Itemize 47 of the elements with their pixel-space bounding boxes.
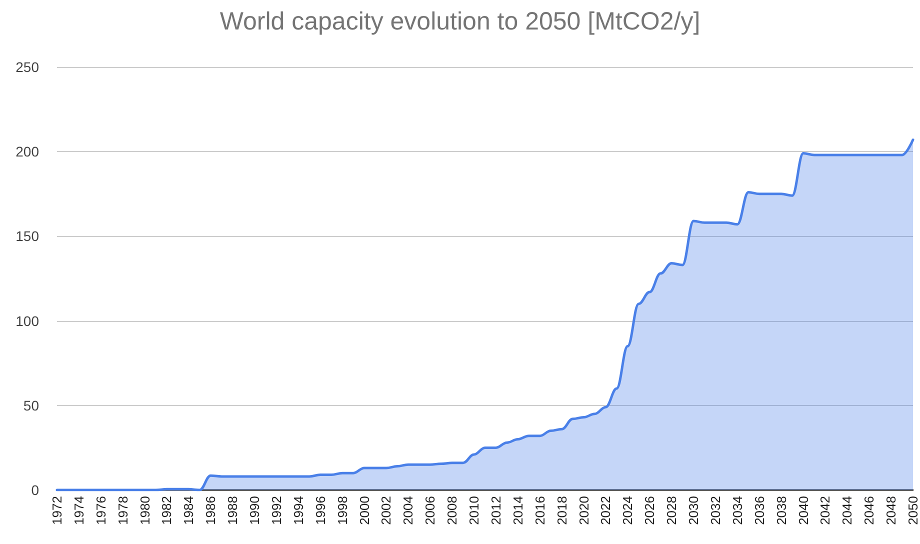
x-tick-label: 2034 (730, 496, 745, 525)
x-tick-label: 1990 (247, 496, 262, 525)
x-tick-label: 2014 (510, 496, 526, 525)
y-tick-label: 150 (16, 228, 40, 244)
x-tick-label: 1988 (225, 496, 240, 525)
x-tick-label: 2012 (488, 496, 504, 525)
y-tick-label: 50 (23, 397, 40, 414)
x-tick-label: 2050 (906, 496, 920, 525)
x-tick-label: 2020 (576, 496, 592, 525)
x-tick-label: 2026 (642, 496, 658, 525)
x-tick-label: 2006 (422, 496, 438, 525)
x-tick-label: 2038 (774, 496, 789, 525)
x-tick-label: 1994 (290, 496, 306, 525)
x-tick-label: 1974 (71, 496, 86, 525)
x-tick-label: 2030 (686, 496, 702, 525)
x-tick-label: 2010 (466, 496, 482, 525)
x-tick-label: 2042 (818, 496, 833, 525)
x-tick-label: 2022 (598, 496, 614, 525)
x-tick-label: 2004 (400, 496, 416, 525)
x-tick-label: 2028 (664, 496, 680, 525)
x-tick-label: 1986 (203, 496, 218, 525)
x-tick-label: 1992 (268, 496, 284, 525)
x-tick-label: 2032 (708, 496, 723, 525)
x-tick-label: 1984 (181, 496, 196, 525)
x-tick-label: 1978 (115, 496, 130, 525)
x-tick-label: 2000 (356, 496, 372, 525)
x-tick-label: 1998 (334, 496, 350, 525)
x-tick-label: 2002 (378, 496, 394, 525)
x-tick-label: 1976 (93, 496, 108, 525)
x-tick-label: 1982 (159, 496, 174, 525)
x-tick-label: 1972 (50, 496, 64, 525)
x-tick-label: 2044 (840, 496, 855, 525)
x-tick-label: 1980 (137, 496, 152, 525)
x-tick-label: 2024 (620, 496, 636, 525)
y-tick-label: 250 (16, 59, 40, 75)
x-tick-label: 2046 (862, 496, 877, 525)
chart-title: World capacity evolution to 2050 [MtCO2/y] (220, 8, 700, 36)
x-tick-label: 2036 (752, 496, 767, 525)
x-tick-label: 2008 (444, 496, 460, 525)
y-tick-label: 200 (16, 144, 40, 160)
y-tick-label: 0 (31, 482, 40, 498)
x-tick-label: 2048 (884, 496, 899, 525)
y-tick-label: 100 (16, 312, 40, 329)
x-tick-label: 1996 (312, 496, 328, 525)
x-tick-label: 2018 (554, 496, 570, 525)
x-tick-label: 2016 (532, 496, 548, 525)
x-tick-label: 2040 (796, 496, 811, 525)
